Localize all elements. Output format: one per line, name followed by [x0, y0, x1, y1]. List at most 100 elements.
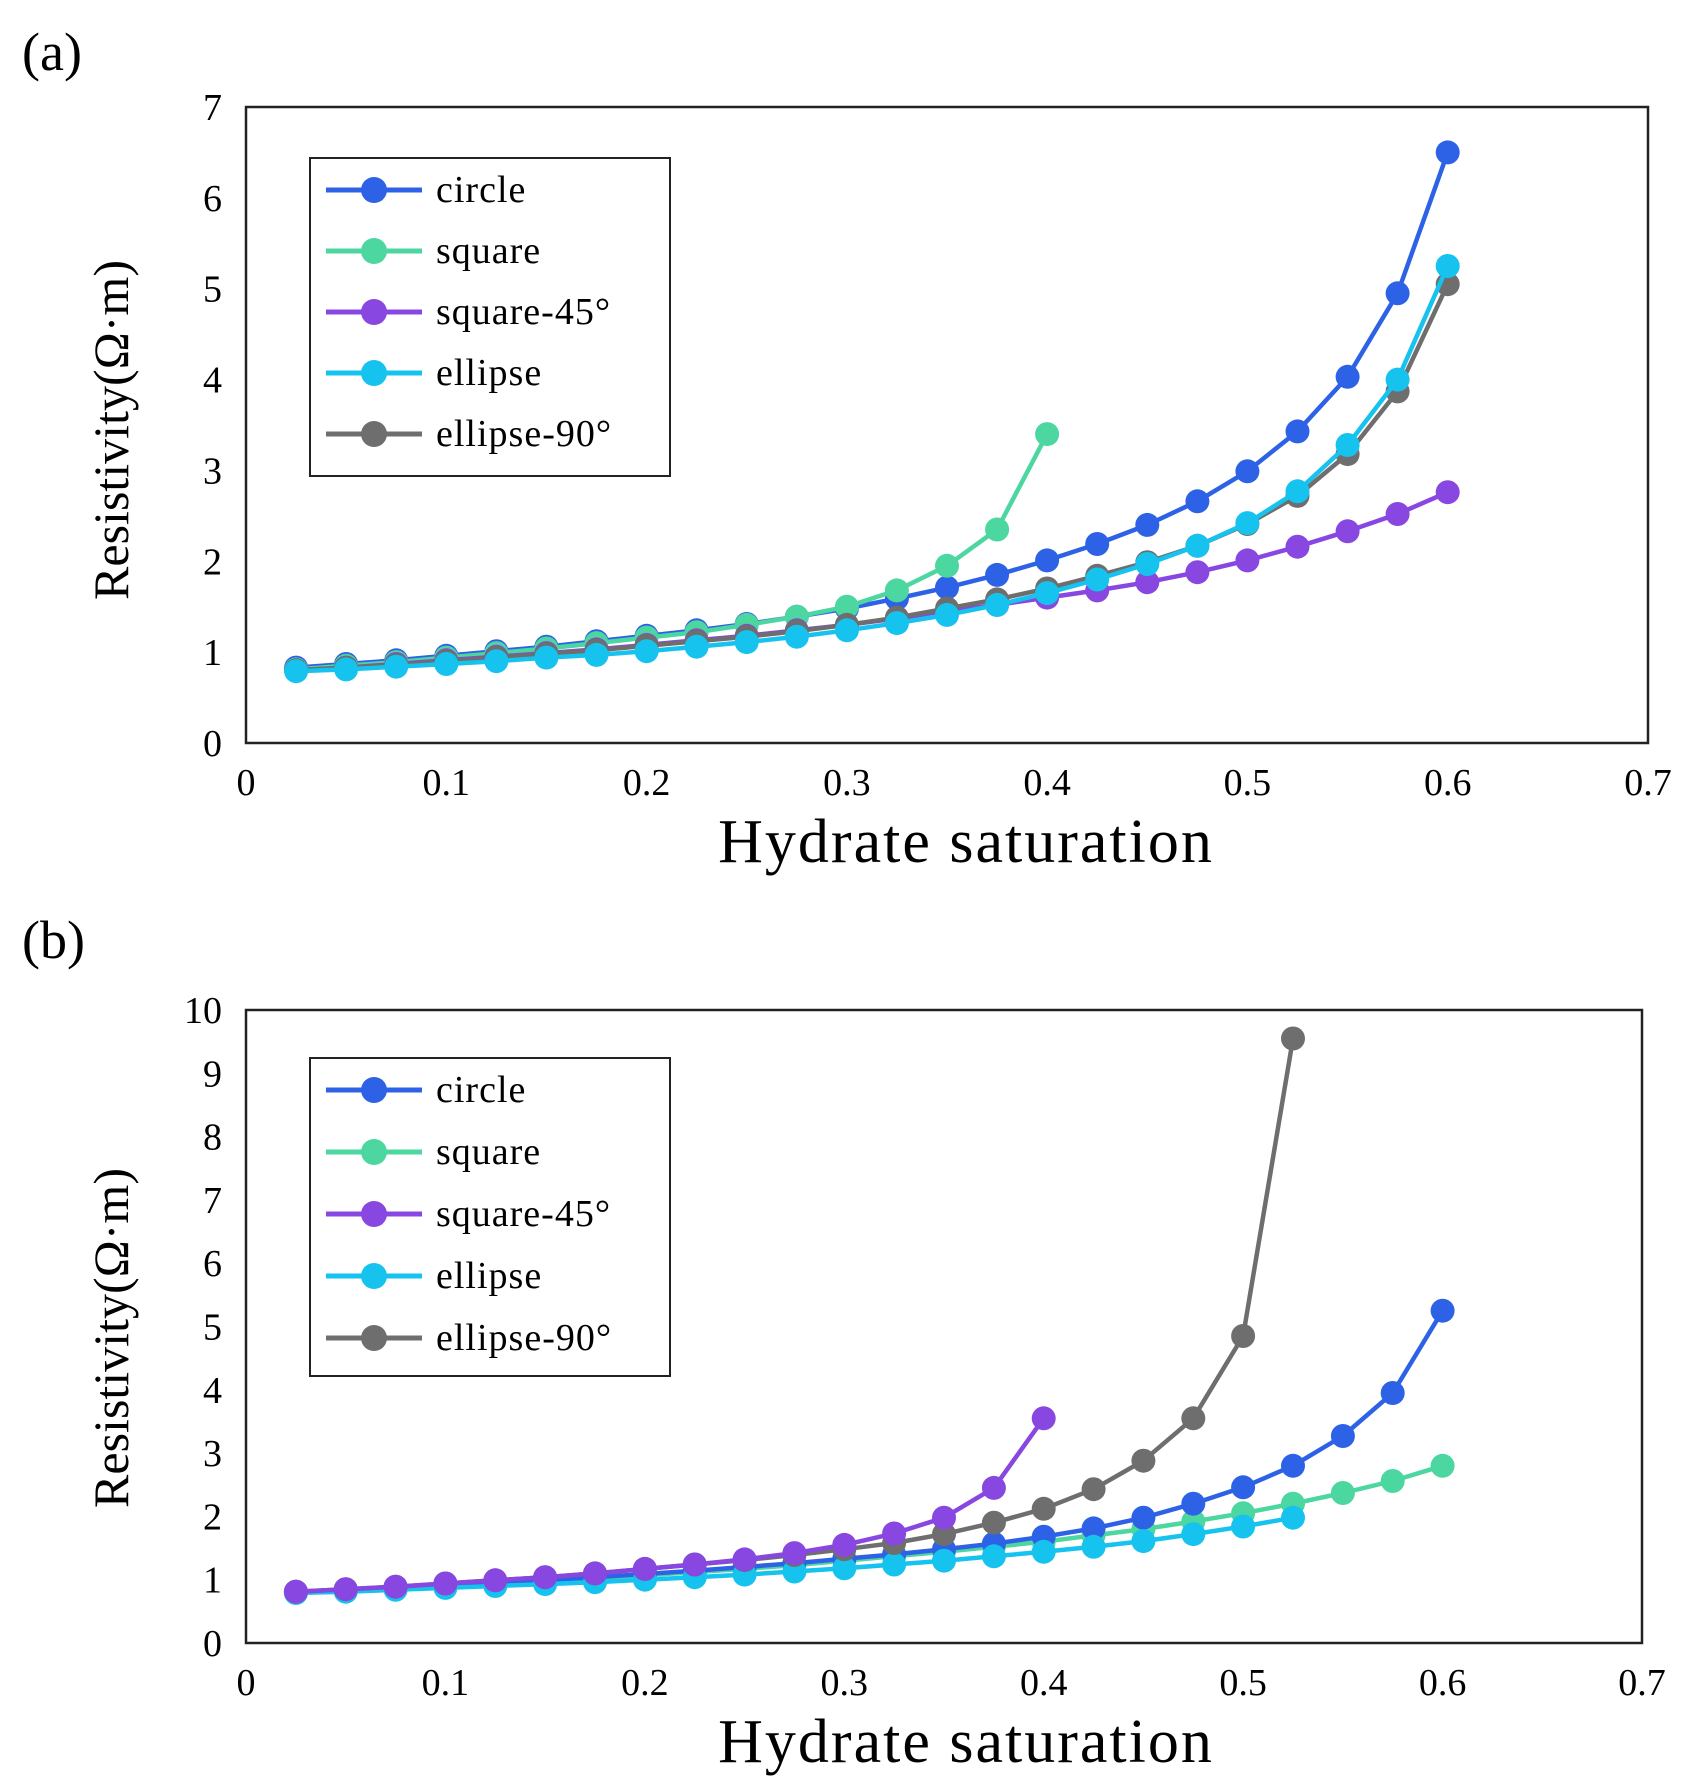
- data-point-square: [1330, 1481, 1355, 1505]
- x-tick-label-b: 0: [237, 1662, 256, 1704]
- x-axis-title-a: Hydrate saturation: [718, 808, 1214, 876]
- x-tick-label-a: 0.7: [1624, 762, 1672, 804]
- data-point-circle: [1385, 281, 1410, 306]
- data-point-circle: [1281, 1453, 1305, 1478]
- data-point-circle: [1330, 1424, 1355, 1448]
- x-tick-label-b: 0.7: [1618, 1662, 1666, 1704]
- data-point-ellipse: [1435, 254, 1460, 278]
- data-point-square-45: [782, 1541, 807, 1566]
- data-point-ellipse-90: [1231, 1324, 1256, 1348]
- y-tick-label-b: 1: [203, 1560, 222, 1602]
- y-tick-label-a: 5: [203, 269, 222, 311]
- data-point-ellipse: [434, 652, 459, 676]
- data-point-square-45: [583, 1561, 607, 1586]
- data-point-ellipse: [1085, 567, 1110, 592]
- data-point-ellipse: [832, 1556, 857, 1581]
- legend-label: square: [436, 1131, 541, 1173]
- data-point-ellipse: [484, 649, 509, 674]
- legend-marker: [361, 177, 387, 203]
- series-line-square-45: [295, 1416, 1046, 1594]
- legend-marker: [361, 1201, 387, 1227]
- x-tick-labels-a: 0 0.1 0.2 0.3 0.4 0.5 0.6 0.7: [237, 762, 1672, 804]
- data-point-ellipse: [981, 1544, 1006, 1569]
- data-point-ellipse-90: [1281, 1026, 1305, 1051]
- data-point-ellipse-90: [932, 1522, 956, 1547]
- y-tick-label-b: 10: [184, 990, 222, 1032]
- x-tick-label-a: 0.1: [423, 762, 471, 804]
- x-tick-label-b: 0.6: [1419, 1662, 1467, 1704]
- data-point-ellipse-90: [981, 1510, 1006, 1535]
- data-point-ellipse: [1285, 479, 1310, 504]
- legend-item-square: square: [326, 1131, 541, 1173]
- data-point-circle: [1430, 1298, 1455, 1323]
- y-tick-label-b: 0: [203, 1623, 222, 1665]
- data-point-square-45: [1435, 480, 1460, 505]
- legend-label: circle: [436, 169, 526, 211]
- x-tick-label-b: 0.1: [422, 1662, 470, 1704]
- y-tick-labels-a: 0 1 2 3 4 5 6 7: [203, 87, 222, 765]
- data-point-square-45: [932, 1505, 956, 1530]
- data-point-square-45: [1185, 560, 1210, 585]
- data-point-circle: [1285, 419, 1310, 444]
- data-point-square-45: [483, 1568, 508, 1593]
- y-axis-title-b: Resistivity(Ω·m): [83, 1168, 139, 1508]
- data-point-circle: [1085, 532, 1110, 556]
- data-point-square-45: [333, 1577, 358, 1602]
- y-tick-label-b: 8: [203, 1117, 222, 1159]
- legend-item-circle: circle: [326, 1069, 526, 1111]
- data-point-square-45: [832, 1532, 857, 1557]
- panel-b: (b) 0 0.1 0.2 0.3 0.4 0.5 0.6 0.7 012345678910 …: [22, 910, 1666, 1776]
- data-point-square-45: [1285, 534, 1310, 559]
- data-point-ellipse: [684, 634, 709, 659]
- data-point-circle: [1035, 548, 1060, 573]
- data-point-square-45: [433, 1571, 458, 1596]
- y-tick-label-a: 6: [203, 178, 222, 220]
- data-point-square-45: [1031, 1406, 1056, 1431]
- data-point-ellipse: [882, 1552, 907, 1577]
- x-tick-label-b: 0.5: [1219, 1662, 1267, 1704]
- data-point-square-45: [682, 1552, 707, 1577]
- data-point-ellipse: [334, 657, 359, 682]
- data-point-ellipse: [1035, 581, 1060, 606]
- y-tick-label-a: 7: [203, 87, 222, 129]
- series-square-45-b: [283, 1406, 1056, 1604]
- x-tick-label-b: 0.3: [821, 1662, 869, 1704]
- data-point-circle: [985, 562, 1010, 587]
- data-point-circle: [935, 575, 959, 600]
- legend-a: circle square square-45° ellipse ellipse-90°: [309, 157, 671, 477]
- data-point-ellipse-90: [1031, 1496, 1056, 1521]
- data-point-ellipse: [1335, 433, 1360, 457]
- data-point-square: [1035, 422, 1060, 447]
- panel-label-b: (b): [22, 910, 85, 970]
- y-tick-label-b: 3: [203, 1433, 222, 1475]
- x-tick-label-a: 0.3: [823, 762, 871, 804]
- x-tick-label-a: 0: [237, 762, 256, 804]
- data-point-square: [985, 517, 1010, 542]
- legend-marker: [361, 1263, 387, 1289]
- y-tick-label-a: 4: [203, 360, 222, 402]
- data-point-ellipse: [1385, 367, 1410, 392]
- y-tick-label-b: 6: [203, 1243, 222, 1285]
- legend-marker: [361, 238, 387, 264]
- x-tick-label-a: 0.6: [1424, 762, 1472, 804]
- y-tick-label-a: 0: [203, 723, 222, 765]
- legend-item-circle: circle: [326, 169, 526, 211]
- data-point-square: [1380, 1469, 1405, 1493]
- data-point-circle: [1380, 1381, 1405, 1405]
- data-point-ellipse: [1131, 1529, 1156, 1554]
- legend-item-ellipse: ellipse: [326, 1255, 541, 1297]
- y-tick-labels-b: 0 1 2 3 4 5 6 7 8 9 10: [184, 990, 222, 1665]
- data-point-ellipse: [1181, 1522, 1206, 1547]
- data-point-ellipse: [985, 592, 1010, 617]
- x-tick-labels-b: 0 0.1 0.2 0.3 0.4 0.5 0.6 0.7: [237, 1662, 1666, 1704]
- data-point-ellipse: [384, 654, 409, 679]
- legend-marker: [361, 360, 387, 386]
- data-point-circle: [1185, 489, 1210, 514]
- x-tick-label-a: 0.4: [1023, 762, 1071, 804]
- legend-marker: [361, 421, 387, 447]
- data-point-square-45: [632, 1556, 657, 1581]
- legend-label: circle: [436, 1069, 526, 1111]
- data-point-ellipse: [935, 602, 959, 627]
- y-tick-label-a: 3: [203, 450, 222, 492]
- x-tick-label-b: 0.4: [1020, 1662, 1068, 1704]
